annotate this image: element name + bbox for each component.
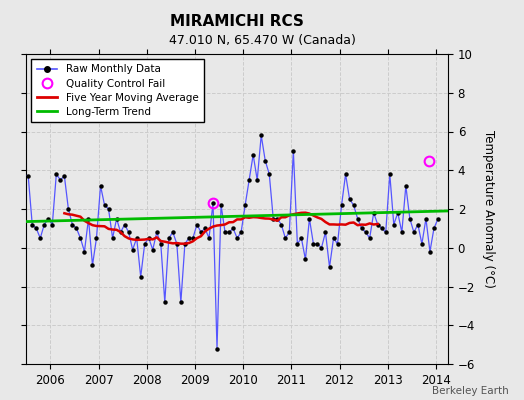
Text: 47.010 N, 65.470 W (Canada): 47.010 N, 65.470 W (Canada) [169,34,355,47]
Text: Berkeley Earth: Berkeley Earth [432,386,508,396]
Legend: Raw Monthly Data, Quality Control Fail, Five Year Moving Average, Long-Term Tren: Raw Monthly Data, Quality Control Fail, … [31,59,204,122]
Title: MIRAMICHI RCS: MIRAMICHI RCS [170,14,304,29]
Y-axis label: Temperature Anomaly (°C): Temperature Anomaly (°C) [482,130,495,288]
